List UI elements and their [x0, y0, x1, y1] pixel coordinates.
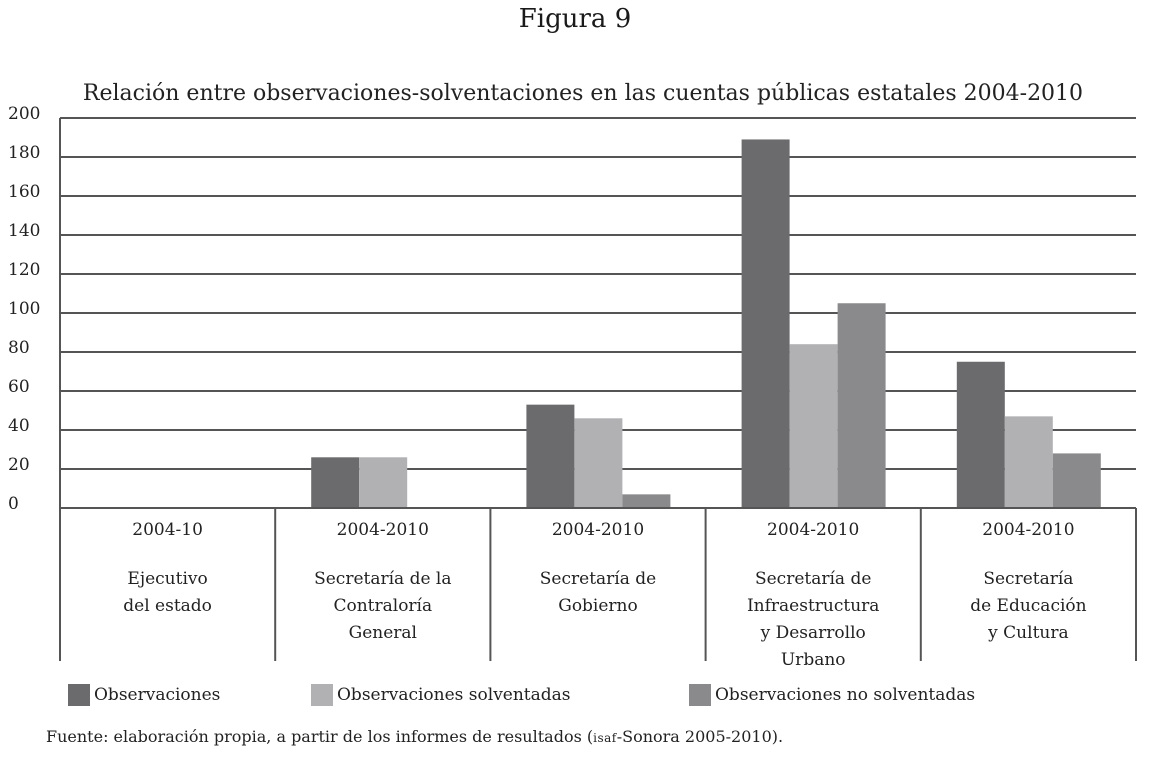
- y-tick-label: 40: [8, 416, 30, 436]
- category-name-label: Ejecutivo: [127, 569, 207, 589]
- source-prefix: Fuente: elaboración propia, a partir de …: [46, 727, 594, 746]
- bar-solventadas-3: [789, 344, 838, 508]
- bar-solventadas-2: [574, 418, 623, 508]
- y-tick-label: 100: [8, 299, 40, 319]
- category-period-label: 2004-2010: [982, 520, 1074, 540]
- category-name-label: Infraestructura: [747, 596, 879, 616]
- bar-solventadas-4: [1004, 416, 1053, 508]
- category-period-label: 2004-2010: [767, 520, 859, 540]
- legend-item-observaciones: Observaciones: [68, 684, 220, 706]
- category-name-label: General: [349, 623, 417, 643]
- y-tick-label: 140: [8, 221, 40, 241]
- bar-chart: Relación entre observaciones-solventacio…: [8, 81, 1137, 670]
- category-name-label: Urbano: [781, 650, 846, 670]
- category-name-label: Secretaría de la: [314, 569, 451, 589]
- legend-item-solventadas: Observaciones solventadas: [311, 684, 571, 706]
- legend-label-observaciones: Observaciones: [94, 685, 221, 705]
- figure-label: Figura 9: [518, 4, 632, 34]
- category-name-label: y Cultura: [987, 623, 1068, 643]
- category-name-label: de Educación: [970, 596, 1086, 616]
- legend-swatch-solventadas: [311, 684, 333, 706]
- category-name-label: Secretaría de: [755, 569, 871, 589]
- category-name-label: Contraloría: [333, 596, 432, 616]
- bar-observaciones-4: [956, 361, 1005, 508]
- category-name-label: Secretaría: [983, 569, 1073, 589]
- legend: Observaciones Observaciones solventadas …: [0, 684, 1150, 710]
- y-tick-label: 60: [8, 377, 30, 397]
- category-period-label: 2004-2010: [337, 520, 429, 540]
- legend-label-solventadas: Observaciones solventadas: [337, 685, 571, 705]
- y-tick-label: 200: [8, 104, 40, 124]
- chart-title: Relación entre observaciones-solventacio…: [83, 81, 1083, 106]
- bar-no_solventadas-3: [837, 303, 886, 508]
- legend-swatch-no-solventadas: [689, 684, 711, 706]
- bar-no_solventadas-2: [622, 494, 671, 508]
- y-tick-label: 0: [8, 494, 19, 514]
- y-tick-label: 180: [8, 143, 40, 163]
- source-note: Fuente: elaboración propia, a partir de …: [46, 727, 783, 746]
- category-name-label: del estado: [123, 596, 212, 616]
- y-tick-label: 160: [8, 182, 40, 202]
- bar-no_solventadas-4: [1052, 453, 1101, 508]
- y-tick-label: 120: [8, 260, 40, 280]
- bar-observaciones-2: [526, 404, 575, 508]
- source-suffix: -Sonora 2005-2010).: [616, 727, 784, 746]
- bar-observaciones-1: [311, 457, 360, 508]
- bar-solventadas-1: [359, 457, 408, 508]
- legend-label-no-solventadas: Observaciones no solventadas: [715, 685, 976, 705]
- category-name-label: y Desarrollo: [760, 623, 866, 643]
- category-name-label: Secretaría de: [540, 569, 656, 589]
- y-tick-label: 80: [8, 338, 30, 358]
- category-period-label: 2004-2010: [552, 520, 644, 540]
- y-tick-label: 20: [8, 455, 30, 475]
- category-period-label: 2004-10: [132, 520, 203, 540]
- bar-observaciones-3: [741, 139, 790, 508]
- category-name-label: Gobierno: [558, 596, 638, 616]
- legend-swatch-observaciones: [68, 684, 90, 706]
- source-smallcaps: isaf: [593, 731, 617, 745]
- legend-item-no-solventadas: Observaciones no solventadas: [689, 684, 975, 706]
